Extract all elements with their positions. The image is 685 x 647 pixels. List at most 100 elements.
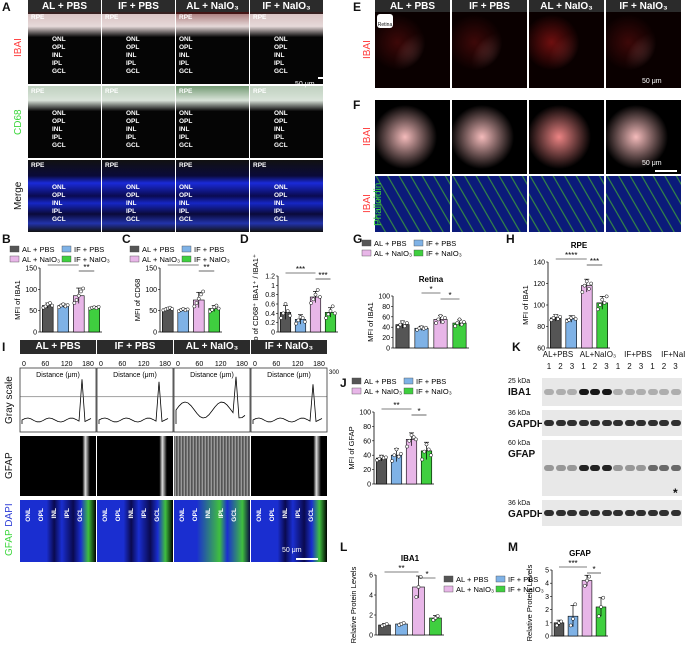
layer-label: GCL: [52, 68, 66, 75]
data-point: [582, 583, 587, 588]
data-point: [600, 297, 605, 302]
data-point: [196, 296, 201, 301]
micrograph-image: RPE ONL OPL INL IPL GCL: [28, 160, 101, 232]
panel-e-header: AL + NaIO₃: [529, 0, 604, 14]
data-point: [48, 301, 52, 305]
layer-label: GCL: [52, 142, 66, 149]
blot-lane-label: 2: [558, 362, 563, 371]
bar: [581, 285, 593, 349]
layer-label: INL: [282, 508, 289, 519]
blot-band: [613, 420, 623, 426]
layer-label: OPL: [179, 44, 193, 51]
profile-ytick: 300: [329, 370, 340, 376]
scale-bar-label: 50 μm: [642, 160, 662, 167]
chart-title: IBA1: [401, 554, 420, 563]
layer-label: OPL: [274, 44, 288, 51]
layer-label: INL: [274, 200, 285, 207]
data-point: [554, 623, 559, 628]
legend-label: AL + NaIO₃: [142, 255, 180, 264]
data-point: [72, 301, 77, 305]
legend-label: AL + NaIO₃: [374, 249, 412, 258]
bar: [42, 305, 54, 333]
blot-lane-label: 3: [673, 362, 678, 371]
blot-band: [636, 510, 646, 516]
blot-band-name: GFAP: [508, 449, 536, 460]
data-point: [585, 578, 589, 583]
bar: [88, 307, 100, 333]
y-tick-label: 40: [363, 453, 371, 460]
legend-swatch: [9, 255, 20, 263]
layer-label: RPE: [179, 162, 193, 169]
y-tick-label: 40: [382, 325, 390, 332]
blot-lane-label: 2: [627, 362, 632, 371]
y-tick-label: 150: [145, 266, 157, 273]
profile-xtick: 60: [272, 361, 280, 368]
data-point: [429, 453, 433, 458]
layer-label: ONL: [52, 36, 66, 43]
profile-line: [252, 384, 323, 424]
blot-band: [544, 465, 554, 471]
blot-band: [555, 420, 566, 426]
data-point: [328, 309, 333, 313]
data-point: [296, 318, 301, 323]
data-point: [405, 321, 409, 325]
layer-label: IPL: [126, 60, 137, 67]
layer-label: ONL: [126, 36, 140, 43]
legend-swatch: [361, 249, 372, 257]
profile-line: [175, 376, 246, 424]
layer-label: ONL: [274, 110, 288, 117]
layer-label: INL: [52, 52, 63, 59]
data-point: [313, 292, 318, 297]
micrograph-image: RPE ONL OPL INL IPL GCL: [250, 86, 323, 158]
profile-xtick: 0: [22, 361, 26, 368]
layer-label: INL: [128, 508, 135, 519]
y-tick-label: 0.2: [265, 320, 275, 327]
data-point: [424, 325, 428, 330]
profile-xlabel: Distance (μm): [113, 372, 157, 379]
data-point: [405, 444, 409, 449]
y-tick-label: 0: [367, 482, 371, 489]
panel-label-e: E: [353, 0, 362, 14]
micrograph-image: RPE ONL OPL INL IPL GCL: [102, 160, 175, 232]
blot-kda-label: 36 kDa: [508, 500, 531, 507]
data-point: [409, 433, 414, 437]
data-point: [311, 297, 316, 302]
layer-label: GCL: [126, 142, 140, 149]
data-point: [455, 321, 460, 325]
data-point: [303, 319, 307, 324]
layer-label: RPE: [253, 162, 267, 169]
data-point: [377, 456, 382, 461]
data-point: [571, 314, 576, 319]
blot-band: [590, 389, 600, 395]
legend-swatch: [129, 245, 140, 253]
layer-label: RPE: [105, 88, 119, 95]
layer-label: IPL: [179, 60, 190, 67]
profile-xtick: 120: [61, 361, 73, 368]
layer-label: OPL: [52, 44, 66, 51]
layer-label: INL: [126, 126, 137, 133]
layer-label: RPE: [105, 14, 119, 21]
layer-label: OPL: [126, 192, 140, 199]
y-tick-label: 100: [533, 303, 545, 310]
legend-label: IF + PBS: [194, 245, 224, 254]
profile-xlabel: Distance (μm): [267, 372, 311, 379]
panel-a-header: IF + PBS: [102, 0, 175, 14]
blot-band: [578, 465, 589, 471]
micrograph-image: RPE ONL OPL INL IPL GCL: [102, 86, 175, 158]
y-axis-label: Ratio of CD68⁺ IBA1⁺ / IBA1⁺: [251, 254, 260, 354]
micrograph-image: RPE ONL OPL INL IPL GCL: [28, 86, 101, 158]
data-point: [288, 313, 292, 318]
layer-label: IPL: [295, 508, 302, 519]
micrograph-image: [529, 100, 604, 174]
y-axis-label: MFI of IBA1: [13, 280, 22, 320]
micrograph-image: [452, 12, 527, 88]
data-point: [199, 292, 203, 297]
legend-swatch: [61, 245, 72, 253]
significance-label: **: [398, 564, 404, 573]
data-point: [50, 303, 55, 308]
layer-label: RPE: [179, 88, 193, 95]
y-tick-label: 1.2: [265, 274, 275, 281]
data-point: [96, 304, 101, 309]
legend-label: IF + NaIO₃: [508, 585, 544, 594]
blot-band: [647, 389, 658, 395]
